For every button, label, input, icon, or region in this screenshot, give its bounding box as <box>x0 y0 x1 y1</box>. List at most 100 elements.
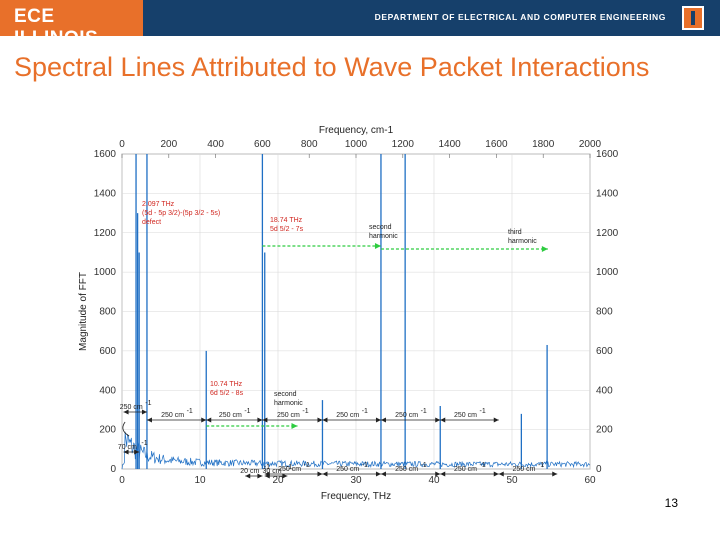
x2-tick-label: 200 <box>160 139 177 150</box>
spacing-arrow-lower-0-head-left <box>322 471 328 477</box>
y-tick-label-left: 1400 <box>94 188 117 199</box>
illinois-i-logo-icon <box>682 6 704 30</box>
y-tick-label-right: 0 <box>596 464 602 475</box>
spacing-arrow-upper-0-head-right <box>201 417 207 423</box>
spacing-arrow-upper-1-superscript: -1 <box>244 408 250 415</box>
spacing-arrow-lower-0-label: 250 cm <box>336 466 359 473</box>
x-tick-label: 30 <box>350 475 362 486</box>
spacing-arrow-20-label: 20 cm <box>240 468 259 475</box>
spacing-arrow-lower-3-head-right <box>552 471 558 477</box>
spacing-arrow-30-head-right <box>282 473 288 479</box>
spacing-arrow-upper-0-head-left <box>146 417 152 423</box>
spacing-arrow-upper-2-head-right <box>317 417 323 423</box>
annotation-second-harmonic-mid: harmonic <box>274 400 303 407</box>
spacing-arrow-upper-5-head-left <box>440 417 446 423</box>
page-number: 13 <box>664 496 678 510</box>
x2-tick-label: 2000 <box>579 139 602 150</box>
spacing-arrow-upper-0-superscript: -1 <box>187 408 193 415</box>
x2-tick-label: 800 <box>301 139 318 150</box>
x2-tick-label: 600 <box>254 139 271 150</box>
spacing-arrow-upper-1-label: 250 cm <box>219 412 242 419</box>
y-tick-label-left: 1000 <box>94 267 117 278</box>
logo-block: ECE ILLINOIS <box>0 0 143 49</box>
annotation-second-harmonic-top: second <box>369 224 392 231</box>
spacing-arrow-lower-1-label: 250 cm <box>395 466 418 473</box>
x2-tick-label: 400 <box>207 139 224 150</box>
spacing-arrow-20-superscript: -1 <box>264 464 270 471</box>
spacing-arrow-upper-4-label: 250 cm <box>395 412 418 419</box>
x-tick-label: 20 <box>272 475 284 486</box>
y-axis-title: Magnitude of FFT <box>78 272 89 351</box>
spacing-arrow-upper-first-label: 250 cm <box>120 404 143 411</box>
spacing-arrow-lower-1-superscript: -1 <box>421 462 427 469</box>
x-tick-label: 10 <box>194 475 206 486</box>
spacing-arrow-30-label: 30 cm <box>263 468 282 475</box>
spacing-arrow-upper-3-head-right <box>375 417 381 423</box>
spacing-arrow-20-head-right <box>257 473 263 479</box>
y-tick-label-left: 400 <box>99 385 116 396</box>
spacing-arrow-lower-2-superscript: -1 <box>479 462 485 469</box>
annotation-second-harmonic-mid: second <box>274 391 297 398</box>
spacing-arrow-20-head-left <box>245 473 251 479</box>
spacing-arrow-lower-0-head-right <box>375 471 381 477</box>
x2-tick-label: 1600 <box>485 139 508 150</box>
y-tick-label-left: 1200 <box>94 228 117 239</box>
spacing-arrow-lower-a-head-right <box>317 471 323 477</box>
x2-axis-title: Frequency, cm-1 <box>319 125 394 136</box>
x2-tick-label: 1000 <box>345 139 368 150</box>
spacing-arrow-30-head-left <box>264 473 270 479</box>
spacing-arrow-upper-first-head-right <box>141 409 147 415</box>
annotation-red-label-1: (5d - 5p 3/2)-(5p 3/2 - 5s) <box>142 210 220 217</box>
spacing-arrow-lower-3-head-left <box>498 471 504 477</box>
x-tick-label: 0 <box>119 475 125 486</box>
x2-tick-label: 1800 <box>532 139 555 150</box>
y-tick-label-right: 600 <box>596 346 613 357</box>
spacing-arrow-upper-2-label: 250 cm <box>277 412 300 419</box>
spacing-arrow-lower-2-label: 250 cm <box>454 466 477 473</box>
spacing-arrow-70-head-right <box>134 449 140 455</box>
department-name: DEPARTMENT OF ELECTRICAL AND COMPUTER EN… <box>374 12 666 22</box>
annotation-red-label-2: 18.74 THz <box>270 217 303 224</box>
annotation-red-label-1: 2.097 THz <box>142 201 175 208</box>
spacing-arrow-70-head-left <box>123 449 129 455</box>
spacing-arrow-upper-0-label: 250 cm <box>161 412 184 419</box>
spacing-arrow-upper-2-superscript: -1 <box>302 408 308 415</box>
spacing-arrow-upper-1-head-left <box>206 417 212 423</box>
annotation-third-harmonic: third <box>508 229 522 236</box>
spacing-arrow-upper-5-superscript: -1 <box>479 408 485 415</box>
second-harmonic-arrow-mid-head <box>291 423 298 429</box>
spacing-arrow-upper-first-superscript: -1 <box>145 400 151 407</box>
y-tick-label-right: 1000 <box>596 267 619 278</box>
y-tick-label-right: 200 <box>596 425 613 436</box>
annotation-red-label-1: defect <box>142 219 161 226</box>
spacing-arrow-upper-2-head-left <box>262 417 268 423</box>
y-tick-label-left: 600 <box>99 346 116 357</box>
x-tick-label: 50 <box>506 475 518 486</box>
x2-tick-label: 1200 <box>392 139 415 150</box>
spacing-arrow-upper-4-head-left <box>380 417 386 423</box>
spacing-arrow-lower-3-label: 250 cm <box>513 466 536 473</box>
spacing-arrow-upper-3-label: 250 cm <box>336 412 359 419</box>
spacing-arrow-lower-a-label: 250 cm <box>278 466 301 473</box>
spacing-arrow-lower-a-superscript: -1 <box>304 462 310 469</box>
y-tick-label-right: 1400 <box>596 188 619 199</box>
curved-arrow <box>122 421 130 437</box>
y-tick-label-left: 800 <box>99 307 116 318</box>
annotation-red-label-2: 5d 5/2 - 7s <box>270 226 304 233</box>
spacing-arrow-upper-1-head-right <box>257 417 263 423</box>
spectrum-line <box>121 431 591 470</box>
logo-text: ECE ILLINOIS <box>14 6 99 49</box>
x2-tick-label: 0 <box>119 139 125 150</box>
third-harmonic-arrow-head <box>541 246 548 252</box>
x-tick-label: 40 <box>428 475 440 486</box>
y-tick-label-right: 400 <box>596 385 613 396</box>
x-axis-title: Frequency, THz <box>321 491 391 502</box>
annotation-second-harmonic-top: harmonic <box>369 233 398 240</box>
second-harmonic-arrow-head <box>374 243 381 249</box>
spacing-arrow-upper-first-head-left <box>123 409 129 415</box>
spacing-arrow-lower-1-head-right <box>435 471 441 477</box>
spacing-arrow-upper-3-superscript: -1 <box>362 408 368 415</box>
y-tick-label-left: 200 <box>99 425 116 436</box>
spacing-arrow-70-label: 70 cm <box>118 444 137 451</box>
